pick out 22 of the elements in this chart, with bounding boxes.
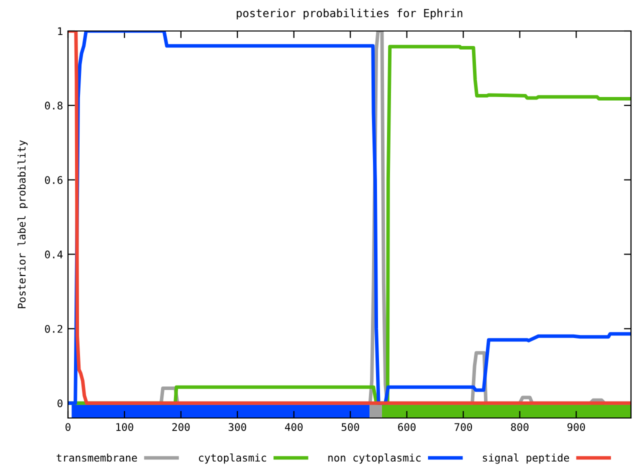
legend-label: signal peptide [482,454,570,464]
x-tick-label: 300 [228,423,246,431]
x-tick-label: 200 [172,423,190,431]
x-tick-label: 100 [116,423,134,431]
y-tick-label: 0.4 [45,250,63,258]
x-tick-label: 500 [342,423,360,431]
x-tick-label: 700 [454,423,472,431]
x-tick-label: 600 [398,423,416,431]
y-tick-label: 0.6 [45,176,62,184]
x-tick-label: 800 [511,423,528,431]
x-tick-label: 0 [66,423,70,431]
y-tick-label: 0.8 [45,102,62,110]
legend-label: non cytoplasmic [328,454,421,464]
chart-title: posterior probabilities for Ephrin [236,8,462,20]
y-tick-label: 0.2 [45,324,62,333]
x-tick-label: 900 [567,423,585,431]
y-tick-label: 0 [58,399,62,408]
legend-label: cytoplasmic [198,454,266,464]
y-axis-title: Posterior label probability [18,140,28,308]
y-tick-label: 1 [58,27,62,35]
legend-label: transmembrane [56,454,137,462]
x-tick-label: 400 [284,423,303,431]
